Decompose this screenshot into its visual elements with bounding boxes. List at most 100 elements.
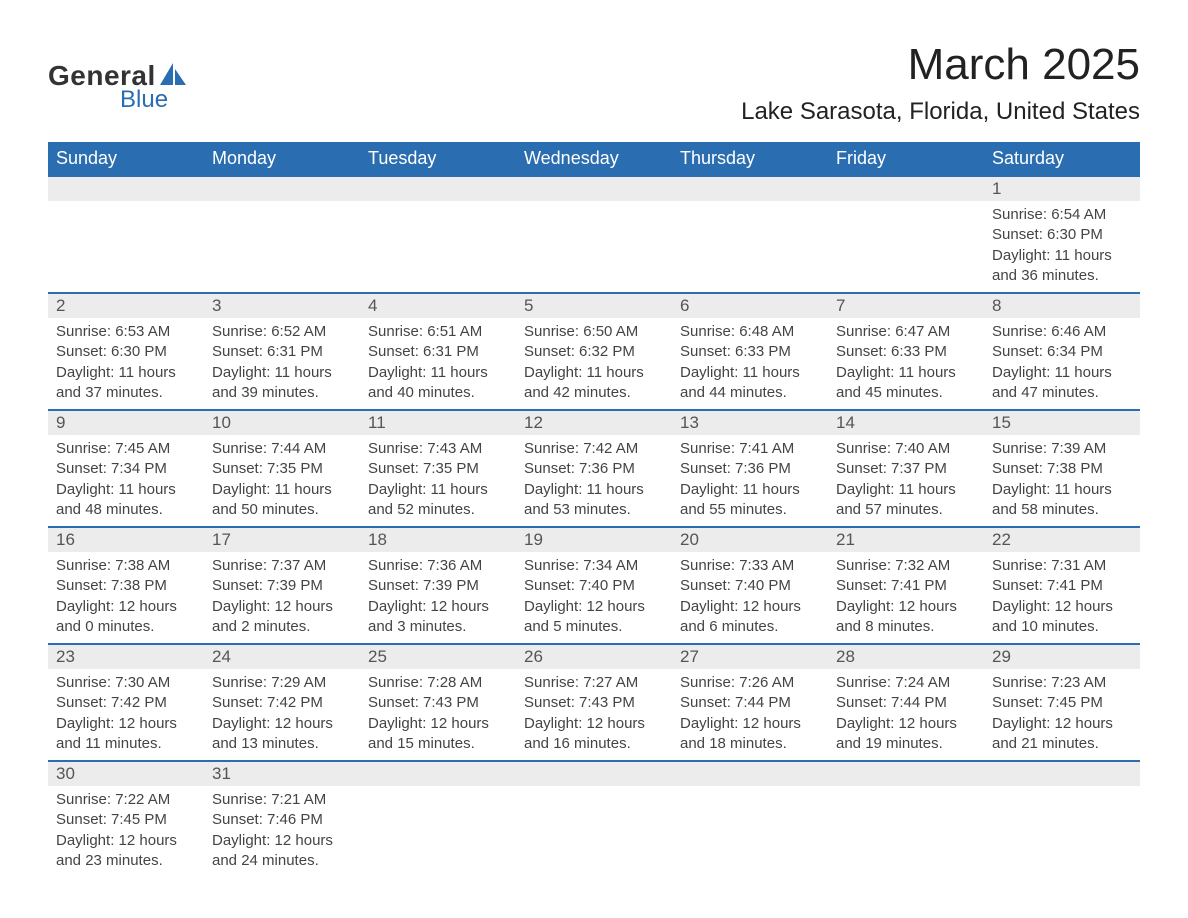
daylight-text-1: Daylight: 11 hours	[212, 363, 352, 383]
sunset-text: Sunset: 7:38 PM	[992, 459, 1132, 479]
calendar-cell: 20Sunrise: 7:33 AMSunset: 7:40 PMDayligh…	[672, 527, 828, 644]
sunrise-text: Sunrise: 7:22 AM	[56, 790, 196, 810]
daylight-text-2: and 40 minutes.	[368, 383, 508, 403]
calendar-cell: 9Sunrise: 7:45 AMSunset: 7:34 PMDaylight…	[48, 410, 204, 527]
sunrise-text: Sunrise: 7:40 AM	[836, 439, 976, 459]
sunrise-text: Sunrise: 7:21 AM	[212, 790, 352, 810]
calendar-cell	[672, 761, 828, 877]
daylight-text-1: Daylight: 11 hours	[524, 363, 664, 383]
day-content: Sunrise: 7:42 AMSunset: 7:36 PMDaylight:…	[516, 435, 672, 526]
day-number: 28	[828, 645, 984, 669]
calendar-cell: 4Sunrise: 6:51 AMSunset: 6:31 PMDaylight…	[360, 293, 516, 410]
calendar-row: 23Sunrise: 7:30 AMSunset: 7:42 PMDayligh…	[48, 644, 1140, 761]
calendar-cell: 19Sunrise: 7:34 AMSunset: 7:40 PMDayligh…	[516, 527, 672, 644]
calendar-row: 1Sunrise: 6:54 AMSunset: 6:30 PMDaylight…	[48, 176, 1140, 293]
sunset-text: Sunset: 7:43 PM	[368, 693, 508, 713]
sunrise-text: Sunrise: 7:28 AM	[368, 673, 508, 693]
day-content: Sunrise: 6:54 AMSunset: 6:30 PMDaylight:…	[984, 201, 1140, 292]
sunrise-text: Sunrise: 6:50 AM	[524, 322, 664, 342]
day-number	[360, 762, 516, 786]
daylight-text-2: and 36 minutes.	[992, 266, 1132, 286]
calendar-row: 16Sunrise: 7:38 AMSunset: 7:38 PMDayligh…	[48, 527, 1140, 644]
calendar-cell: 21Sunrise: 7:32 AMSunset: 7:41 PMDayligh…	[828, 527, 984, 644]
daylight-text-2: and 3 minutes.	[368, 617, 508, 637]
day-content: Sunrise: 7:44 AMSunset: 7:35 PMDaylight:…	[204, 435, 360, 526]
daylight-text-1: Daylight: 11 hours	[836, 363, 976, 383]
day-content: Sunrise: 6:50 AMSunset: 6:32 PMDaylight:…	[516, 318, 672, 409]
daylight-text-2: and 19 minutes.	[836, 734, 976, 754]
sunset-text: Sunset: 7:41 PM	[836, 576, 976, 596]
daylight-text-1: Daylight: 12 hours	[680, 714, 820, 734]
day-number: 7	[828, 294, 984, 318]
calendar-cell: 22Sunrise: 7:31 AMSunset: 7:41 PMDayligh…	[984, 527, 1140, 644]
daylight-text-1: Daylight: 11 hours	[992, 363, 1132, 383]
day-number: 8	[984, 294, 1140, 318]
weekday-header: Sunday	[48, 142, 204, 176]
daylight-text-2: and 37 minutes.	[56, 383, 196, 403]
sunrise-text: Sunrise: 7:27 AM	[524, 673, 664, 693]
day-number: 24	[204, 645, 360, 669]
month-title: March 2025	[741, 40, 1140, 90]
daylight-text-1: Daylight: 12 hours	[56, 831, 196, 851]
sunset-text: Sunset: 6:31 PM	[212, 342, 352, 362]
day-content: Sunrise: 7:28 AMSunset: 7:43 PMDaylight:…	[360, 669, 516, 760]
weekday-header: Thursday	[672, 142, 828, 176]
sunset-text: Sunset: 7:45 PM	[992, 693, 1132, 713]
day-content: Sunrise: 7:38 AMSunset: 7:38 PMDaylight:…	[48, 552, 204, 643]
day-number	[828, 762, 984, 786]
daylight-text-1: Daylight: 12 hours	[992, 714, 1132, 734]
daylight-text-1: Daylight: 12 hours	[212, 714, 352, 734]
calendar-row: 2Sunrise: 6:53 AMSunset: 6:30 PMDaylight…	[48, 293, 1140, 410]
day-number: 17	[204, 528, 360, 552]
day-number: 20	[672, 528, 828, 552]
daylight-text-2: and 2 minutes.	[212, 617, 352, 637]
daylight-text-1: Daylight: 11 hours	[836, 480, 976, 500]
daylight-text-2: and 21 minutes.	[992, 734, 1132, 754]
day-content: Sunrise: 7:29 AMSunset: 7:42 PMDaylight:…	[204, 669, 360, 760]
calendar-cell: 15Sunrise: 7:39 AMSunset: 7:38 PMDayligh…	[984, 410, 1140, 527]
calendar-cell: 6Sunrise: 6:48 AMSunset: 6:33 PMDaylight…	[672, 293, 828, 410]
sunset-text: Sunset: 6:33 PM	[680, 342, 820, 362]
day-content	[828, 201, 984, 261]
calendar-cell: 13Sunrise: 7:41 AMSunset: 7:36 PMDayligh…	[672, 410, 828, 527]
calendar-cell: 31Sunrise: 7:21 AMSunset: 7:46 PMDayligh…	[204, 761, 360, 877]
day-content: Sunrise: 7:34 AMSunset: 7:40 PMDaylight:…	[516, 552, 672, 643]
sunset-text: Sunset: 7:42 PM	[212, 693, 352, 713]
calendar-row: 30Sunrise: 7:22 AMSunset: 7:45 PMDayligh…	[48, 761, 1140, 877]
daylight-text-1: Daylight: 12 hours	[524, 597, 664, 617]
day-content	[672, 201, 828, 261]
daylight-text-2: and 42 minutes.	[524, 383, 664, 403]
day-content	[516, 201, 672, 261]
sunset-text: Sunset: 6:31 PM	[368, 342, 508, 362]
day-number: 26	[516, 645, 672, 669]
day-number: 4	[360, 294, 516, 318]
weekday-header: Monday	[204, 142, 360, 176]
daylight-text-2: and 45 minutes.	[836, 383, 976, 403]
calendar-cell: 11Sunrise: 7:43 AMSunset: 7:35 PMDayligh…	[360, 410, 516, 527]
daylight-text-2: and 39 minutes.	[212, 383, 352, 403]
sunrise-text: Sunrise: 7:32 AM	[836, 556, 976, 576]
day-content	[516, 786, 672, 846]
calendar-table: Sunday Monday Tuesday Wednesday Thursday…	[48, 142, 1140, 877]
calendar-cell: 18Sunrise: 7:36 AMSunset: 7:39 PMDayligh…	[360, 527, 516, 644]
day-content: Sunrise: 6:52 AMSunset: 6:31 PMDaylight:…	[204, 318, 360, 409]
calendar-cell: 24Sunrise: 7:29 AMSunset: 7:42 PMDayligh…	[204, 644, 360, 761]
day-number: 30	[48, 762, 204, 786]
sunset-text: Sunset: 6:30 PM	[992, 225, 1132, 245]
sunrise-text: Sunrise: 7:41 AM	[680, 439, 820, 459]
calendar-cell: 2Sunrise: 6:53 AMSunset: 6:30 PMDaylight…	[48, 293, 204, 410]
day-number	[360, 177, 516, 201]
logo: General Blue	[48, 60, 186, 114]
daylight-text-2: and 8 minutes.	[836, 617, 976, 637]
sunset-text: Sunset: 7:39 PM	[368, 576, 508, 596]
sunrise-text: Sunrise: 7:36 AM	[368, 556, 508, 576]
day-number: 14	[828, 411, 984, 435]
calendar-cell	[984, 761, 1140, 877]
day-number	[516, 762, 672, 786]
day-number: 2	[48, 294, 204, 318]
daylight-text-1: Daylight: 12 hours	[680, 597, 820, 617]
sunset-text: Sunset: 7:35 PM	[212, 459, 352, 479]
daylight-text-1: Daylight: 12 hours	[836, 714, 976, 734]
calendar-cell: 23Sunrise: 7:30 AMSunset: 7:42 PMDayligh…	[48, 644, 204, 761]
calendar-cell: 7Sunrise: 6:47 AMSunset: 6:33 PMDaylight…	[828, 293, 984, 410]
